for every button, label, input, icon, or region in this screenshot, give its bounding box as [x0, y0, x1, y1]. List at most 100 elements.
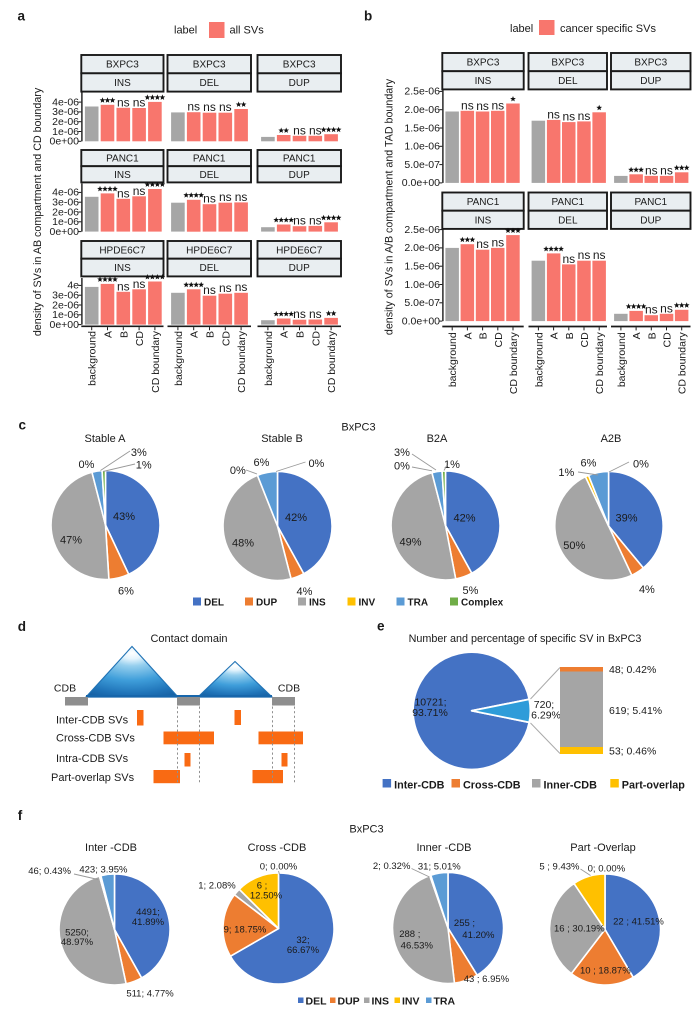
svg-text:288 ;: 288 ; — [399, 929, 420, 940]
svg-text:ns: ns — [547, 107, 560, 121]
svg-text:CD: CD — [579, 332, 591, 348]
svg-text:DUP: DUP — [640, 215, 661, 226]
svg-text:4e-06: 4e-06 — [52, 96, 79, 108]
svg-text:CD boundary: CD boundary — [236, 330, 248, 393]
svg-text:DEL: DEL — [558, 215, 578, 226]
svg-text:2.5e-06: 2.5e-06 — [404, 224, 440, 236]
svg-text:TRA: TRA — [434, 996, 456, 1008]
svg-text:6%: 6% — [254, 457, 270, 469]
svg-text:Part-overlap: Part-overlap — [622, 779, 685, 791]
svg-text:Number and percentage of speci: Number and percentage of specific SV in … — [409, 633, 642, 645]
svg-text:0; 0.00%: 0; 0.00% — [588, 864, 626, 875]
svg-text:DUP: DUP — [289, 78, 310, 89]
svg-text:BXPC3: BXPC3 — [193, 60, 226, 71]
svg-text:DUP: DUP — [256, 598, 277, 609]
svg-text:CD boundary: CD boundary — [594, 332, 606, 395]
svg-text:CD boundary: CD boundary — [150, 330, 162, 393]
svg-text:ns: ns — [476, 237, 489, 251]
svg-text:5.0e-07: 5.0e-07 — [404, 297, 440, 309]
svg-text:4e-06: 4e-06 — [52, 187, 79, 199]
svg-text:42%: 42% — [285, 512, 307, 524]
svg-text:Inner -CDB: Inner -CDB — [416, 842, 471, 854]
svg-text:ns: ns — [562, 252, 575, 266]
svg-text:BxPC3: BxPC3 — [341, 422, 375, 434]
svg-text:BXPC3: BXPC3 — [551, 58, 584, 69]
svg-text:10 ; 18.87%: 10 ; 18.87% — [580, 966, 631, 977]
svg-text:density of SVs in A/B compartm: density of SVs in A/B compartment and TA… — [384, 78, 396, 335]
svg-text:48; 0.42%: 48; 0.42% — [609, 664, 656, 676]
svg-text:ns: ns — [491, 98, 504, 112]
svg-text:ns: ns — [133, 184, 146, 198]
svg-text:background: background — [533, 332, 545, 387]
svg-text:0e+00: 0e+00 — [50, 136, 80, 148]
svg-text:A: A — [279, 331, 291, 338]
svg-text:background: background — [447, 332, 459, 387]
svg-text:255 ;: 255 ; — [454, 918, 475, 929]
svg-text:BXPC3: BXPC3 — [283, 60, 316, 71]
svg-text:3e-06: 3e-06 — [52, 106, 79, 118]
svg-text:A: A — [549, 332, 561, 339]
svg-text:0e+00: 0e+00 — [50, 226, 80, 238]
svg-text:39%: 39% — [615, 513, 637, 525]
svg-text:ns: ns — [133, 277, 146, 291]
svg-text:22 ; 41.51%: 22 ; 41.51% — [613, 917, 664, 928]
svg-text:B: B — [564, 332, 576, 339]
svg-text:B2A: B2A — [427, 433, 448, 445]
svg-text:ns: ns — [235, 190, 248, 204]
svg-text:ns: ns — [578, 248, 591, 262]
svg-text:43 ; 6.95%: 43 ; 6.95% — [464, 974, 510, 985]
svg-text:Part -Overlap: Part -Overlap — [570, 842, 635, 854]
svg-text:ns: ns — [203, 192, 216, 206]
svg-text:A: A — [103, 331, 115, 338]
svg-text:66.67%: 66.67% — [287, 945, 320, 956]
svg-text:HPDE6C7: HPDE6C7 — [276, 245, 323, 256]
svg-text:B: B — [295, 331, 307, 338]
svg-text:CDB: CDB — [54, 683, 76, 695]
svg-text:3%: 3% — [394, 447, 410, 459]
svg-text:12.50%: 12.50% — [250, 891, 283, 902]
svg-text:ns: ns — [203, 283, 216, 297]
svg-text:CDB: CDB — [278, 683, 300, 695]
svg-text:CD boundary: CD boundary — [326, 330, 338, 393]
svg-text:1e-06: 1e-06 — [52, 126, 79, 138]
svg-text:47%: 47% — [60, 535, 82, 547]
svg-text:48%: 48% — [232, 538, 254, 550]
svg-text:DUP: DUP — [289, 263, 310, 274]
svg-text:ns: ns — [117, 279, 130, 293]
svg-text:4491;: 4491; — [136, 907, 160, 918]
svg-text:5 ; 9.43%: 5 ; 9.43% — [539, 862, 580, 873]
svg-text:3e-06: 3e-06 — [52, 290, 79, 302]
svg-text:INS: INS — [475, 215, 492, 226]
svg-text:HPDE6C7: HPDE6C7 — [99, 245, 146, 256]
svg-text:BxPC3: BxPC3 — [349, 824, 383, 836]
svg-text:d: d — [18, 619, 26, 634]
svg-text:41.89%: 41.89% — [132, 917, 165, 928]
svg-text:4%: 4% — [297, 586, 313, 598]
svg-text:b: b — [364, 9, 372, 24]
svg-text:ns: ns — [203, 100, 216, 114]
svg-text:ns: ns — [219, 100, 232, 114]
svg-text:CD boundary: CD boundary — [508, 332, 520, 395]
svg-text:ns: ns — [219, 190, 232, 204]
svg-text:ns: ns — [578, 109, 591, 123]
svg-text:CD boundary: CD boundary — [677, 332, 689, 395]
svg-text:93.71%: 93.71% — [412, 707, 448, 719]
svg-text:1.0e-06: 1.0e-06 — [404, 141, 440, 153]
svg-text:2.0e-06: 2.0e-06 — [404, 242, 440, 254]
svg-text:A: A — [462, 332, 474, 339]
svg-text:2; 0.32%: 2; 0.32% — [373, 861, 411, 872]
svg-text:BXPC3: BXPC3 — [634, 58, 667, 69]
svg-text:f: f — [18, 808, 23, 823]
svg-text:32;: 32; — [296, 935, 309, 946]
svg-text:INV: INV — [402, 996, 420, 1008]
svg-text:Complex: Complex — [461, 598, 504, 609]
svg-text:CD: CD — [310, 331, 322, 347]
svg-text:0; 0.00%: 0; 0.00% — [260, 862, 298, 873]
svg-text:ns: ns — [660, 163, 673, 177]
svg-text:PANC1: PANC1 — [193, 154, 226, 165]
svg-text:PANC1: PANC1 — [551, 197, 584, 208]
svg-text:48.97%: 48.97% — [61, 937, 94, 948]
svg-text:INS: INS — [114, 170, 131, 181]
svg-text:background: background — [616, 332, 628, 387]
svg-text:1.0e-06: 1.0e-06 — [404, 279, 440, 291]
